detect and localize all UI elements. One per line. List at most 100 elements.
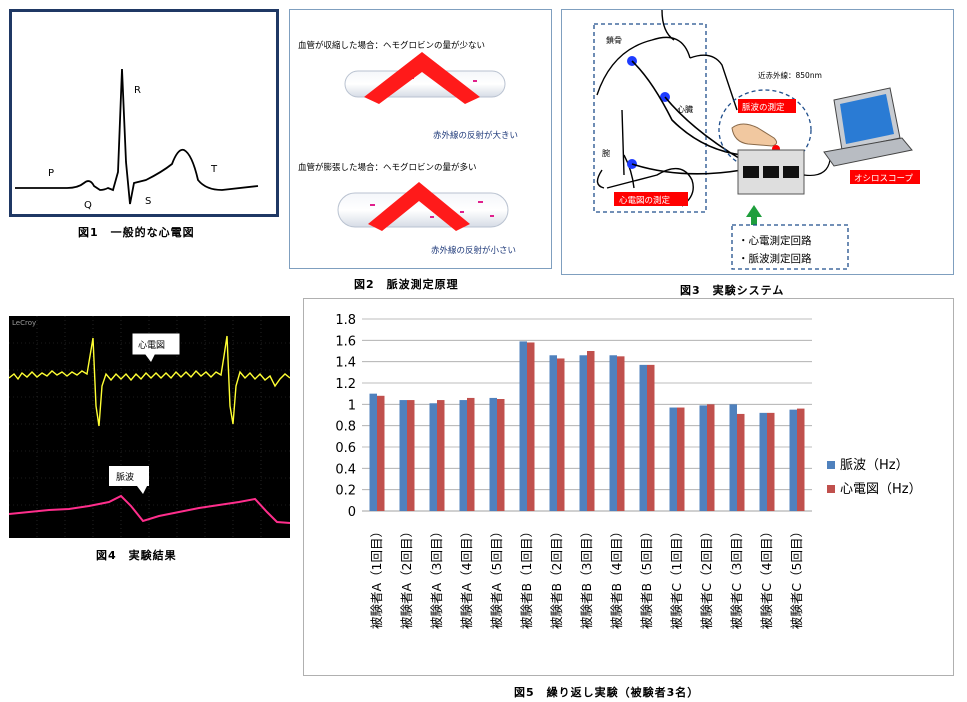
bar [527,342,535,511]
y-tick-label: 0.4 [335,462,356,477]
pulse-measurement-zoom [718,89,812,171]
figure-1-ecg-panel: P Q R S T [9,9,279,217]
laptop-base [823,137,913,167]
scope-callout-pulse [109,466,149,494]
contracted-vessel [344,70,506,98]
chart-legend: 脈波（Hz） 心電図（Hz） [827,458,922,497]
x-tick-label: 被験者A（2回目） [399,525,414,629]
ecg-label-p: P [48,168,54,179]
infrared-beam-top [364,52,480,104]
bar [759,412,767,511]
chart-y-ticks: 0 0.2 0.4 0.6 0.8 1 1.2 1.4 1.6 1.8 [335,313,356,520]
bar [497,399,505,511]
y-tick-label: 0.2 [335,484,356,499]
figure-5-caption: 図5 繰り返し実験（被験者3名） [514,686,700,699]
bar [669,407,677,511]
chip-1 [743,166,759,178]
bar [459,400,467,511]
x-tick-label: 被験者C（2回目） [699,525,714,629]
bar [489,397,497,511]
repeat-experiment-bar-chart: 00.20.40.60.811.21.41.61.8 被験者A（1回目） 被験者A… [335,313,922,629]
x-tick-label: 被験者B（2回目） [549,525,564,629]
bar [677,407,685,511]
bar [729,404,737,511]
y-tick-label: 1.4 [335,356,356,371]
circuit-item-pulse: ・脈波測定回路 [738,252,812,265]
pulse-measurement-tag [738,99,796,113]
legend-label: 脈波（Hz） [840,458,909,473]
chart-bars [369,341,805,511]
pulse-trace [8,494,291,524]
nir-label: 近赤外線：850nm [758,70,822,80]
x-tick-label: 被験者A（3回目） [429,525,444,629]
bar [377,395,385,511]
contracted-title: 血管が収縮した場合：ヘモグロビンの量が少ない [298,40,485,51]
x-tick-label: 被験者C（5回目） [789,525,804,629]
bar [707,404,715,511]
scope-ecg-label: 心電図 [138,340,165,351]
bar [587,351,595,511]
bar [369,393,377,511]
bar [639,364,647,511]
ecg-label-q: Q [84,200,92,211]
figure-4-oscilloscope-panel: LeCroy 心電図 脈波 [8,316,291,538]
body-outline [596,9,738,207]
label-heart: 心臓 [677,104,693,114]
bar [767,412,775,511]
figure-2-caption: 図2 脈波測定原理 [354,278,459,291]
ecg-label-s: S [145,196,151,207]
legend-label: 心電図（Hz） [840,482,922,497]
bar [519,341,527,511]
green-arrow-icon [746,205,762,225]
ecg-measurement-box [593,23,707,213]
y-tick-label: 1 [348,398,356,413]
figure-5-chart-panel: 0 0.2 0.4 0.6 0.8 1 1.2 1.4 1.6 1.8 被験者A（1回目） 被験者A… [303,298,954,676]
x-tick-label: 被験者B（3回目） [579,525,594,629]
bar [579,355,587,511]
scope-label: オシロスコープ [854,174,913,184]
y-tick-label: 1.6 [335,334,356,349]
label-wrist: 腕 [602,148,610,158]
chart-x-ticks: 被験者A（1回目） 被験者A（2回目） 被験者A（3回目） 被験者A（4回目） 被験者A… [369,525,804,629]
pulse-measurement-label: 脈波の測定 [742,102,785,113]
legend-swatch [827,485,835,493]
bar [789,409,797,511]
bar [609,355,617,511]
system-diagram: 鎖骨 心臓 腕 心電図の測定 近赤外線：850nm 脈波の測定 ・心電測定回路 … [593,9,920,270]
bar [437,400,445,511]
principle-diagram: 血管が収縮した場合：ヘモグロビンの量が少ない 赤外線の反射が大きい 血管が膨張し… [298,40,518,256]
expanded-title: 血管が膨張した場合：ヘモグロビンの量が多い [298,162,477,173]
scope-brand: LeCroy [12,319,36,327]
y-tick-label: 0 [348,505,356,520]
y-tick-label: 1.2 [335,377,356,392]
oscilloscope-screen: LeCroy 心電図 脈波 [8,316,291,538]
x-tick-label: 被験者C（1回目） [669,525,684,629]
bar [647,364,655,511]
chip-3 [783,166,799,178]
x-tick-label: 被験者C（3回目） [729,525,744,629]
bar [797,408,805,511]
x-tick-label: 被験者B（4回目） [609,525,624,629]
x-tick-label: 被験者B（5回目） [639,525,654,629]
legend-swatch [827,461,835,469]
ecg-label-t: T [210,164,218,175]
ecg-trace [8,335,291,427]
ecg-measurement-tag [614,192,688,206]
bar [399,400,407,511]
bar [429,403,437,511]
y-tick-label: 0.6 [335,441,356,456]
label-clavicle: 鎖骨 [606,35,622,45]
y-tick-label: 0.8 [335,420,356,435]
y-tick-label: 1.8 [335,313,356,328]
ecg-diagram: P Q R S T [15,68,259,211]
bar [737,413,745,511]
figure-1-caption: 図1 一般的な心電図 [78,226,195,239]
expanded-note: 赤外線の反射が小さい [431,245,516,256]
ecg-measurement-label: 心電図の測定 [619,195,671,206]
ecg-waveform [15,68,259,205]
finger-icon [731,123,778,147]
lead-wires [631,60,743,175]
bar [467,397,475,511]
figure-4-caption: 図4 実験結果 [96,549,177,562]
contracted-note: 赤外線の反射が大きい [433,130,518,141]
